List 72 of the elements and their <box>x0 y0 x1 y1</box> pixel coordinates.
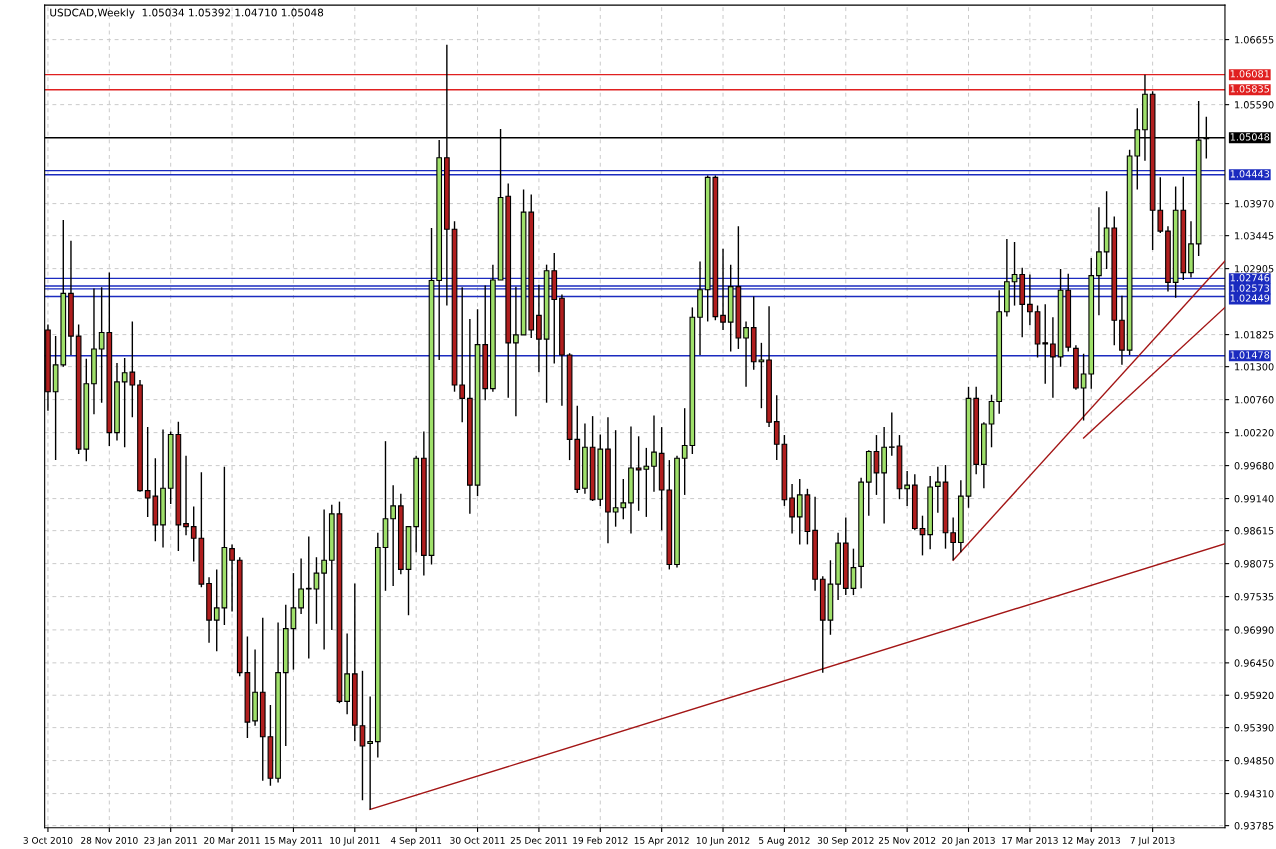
y-tick-label: 1.02905 <box>1235 265 1274 273</box>
candlestick <box>950 516 957 561</box>
candlestick <box>1027 273 1033 326</box>
candlestick <box>359 670 366 801</box>
ref-line-label: 1.02449 <box>1230 294 1270 302</box>
candlestick <box>229 543 235 613</box>
candlestick <box>367 695 374 811</box>
y-tick-label: 0.99140 <box>1234 495 1274 503</box>
ref-line-label: 1.01478 <box>1230 351 1270 359</box>
candlestick <box>536 284 542 373</box>
y-tick-label: 0.96450 <box>1234 659 1274 667</box>
y-tick-label: 1.01300 <box>1235 363 1274 371</box>
y-tick-label: 0.96990 <box>1234 626 1274 634</box>
x-tick-label: 25 Dec 2011 <box>510 836 567 844</box>
x-tick-label: 12 May 2013 <box>1062 836 1120 846</box>
x-tick-label: 5 Aug 2012 <box>759 836 810 846</box>
candlestick <box>459 286 466 423</box>
x-tick-label: 30 Sep 2012 <box>817 836 874 846</box>
ref-line-label: 1.04443 <box>1230 170 1270 178</box>
candlestick <box>321 508 327 651</box>
y-tick-label: 0.98075 <box>1234 560 1274 568</box>
x-tick-label: 28 Nov 2010 <box>81 836 138 844</box>
x-tick-label: 25 Nov 2012 <box>878 836 936 844</box>
candlestick <box>988 394 995 448</box>
y-tick-label: 1.00220 <box>1235 429 1274 437</box>
y-tick-label: 0.94310 <box>1234 790 1274 798</box>
candlestick <box>743 320 749 388</box>
x-tick-label: 3 Oct 2010 <box>23 836 73 844</box>
y-tick-label: 1.03445 <box>1235 232 1274 240</box>
candlestick <box>390 484 397 587</box>
candlestick <box>904 470 911 507</box>
candlestick <box>298 557 304 615</box>
y-tick-label: 1.00760 <box>1235 396 1274 404</box>
ref-line-label: 1.02746 <box>1230 274 1270 282</box>
y-tick-label: 1.06655 <box>1235 36 1274 44</box>
y-tick-label: 0.99680 <box>1234 462 1274 470</box>
x-tick-label: 10 Jul 2011 <box>330 836 380 846</box>
x-tick-label: 15 Apr 2012 <box>634 836 689 846</box>
y-tick-label: 0.98615 <box>1234 527 1274 535</box>
candlestick <box>183 455 189 536</box>
ref-line-label: 1.06081 <box>1230 70 1269 78</box>
y-tick-label: 1.05590 <box>1235 101 1274 109</box>
candlestick <box>934 466 941 514</box>
y-tick-label: 1.01825 <box>1235 331 1274 339</box>
candlestick <box>513 285 519 417</box>
candlestick <box>873 434 880 496</box>
y-tick-label: 0.93785 <box>1234 822 1274 830</box>
y-tick-label: 0.95390 <box>1234 724 1274 732</box>
candlestick <box>789 483 795 535</box>
candlestick <box>1050 316 1056 399</box>
candlestick <box>720 248 726 331</box>
candlestick <box>651 414 657 493</box>
y-tick-label: 0.97535 <box>1234 593 1274 601</box>
y-tick-label: 0.94850 <box>1234 757 1274 765</box>
ref-line-label: 1.05835 <box>1230 85 1270 93</box>
candlestick <box>1096 206 1102 317</box>
x-tick-label: 10 Jun 2012 <box>696 836 750 846</box>
x-tick-label: 15 May 2011 <box>264 836 323 846</box>
x-tick-label: 20 Jan 2013 <box>942 836 995 846</box>
x-tick-label: 4 Sep 2011 <box>390 836 442 846</box>
chart-title: USDCAD,Weekly 1.05034 1.05392 1.04710 1.05048 <box>50 8 324 19</box>
x-tick-label: 23 Jan 2011 <box>144 836 197 846</box>
x-tick-label: 20 Mar 2011 <box>204 836 260 844</box>
x-tick-label: 7 Jul 2013 <box>1130 836 1175 846</box>
x-tick-label: 30 Oct 2011 <box>450 836 505 844</box>
x-tick-label: 17 Mar 2013 <box>1002 836 1058 844</box>
x-tick-label: 19 Feb 2012 <box>573 836 628 844</box>
candlestick <box>888 411 895 457</box>
ref-line-label: 1.05048 <box>1230 133 1270 141</box>
ref-line-label: 1.02573 <box>1230 284 1270 292</box>
y-tick-label: 1.03970 <box>1235 200 1274 208</box>
y-tick-label: 0.95920 <box>1234 691 1274 700</box>
